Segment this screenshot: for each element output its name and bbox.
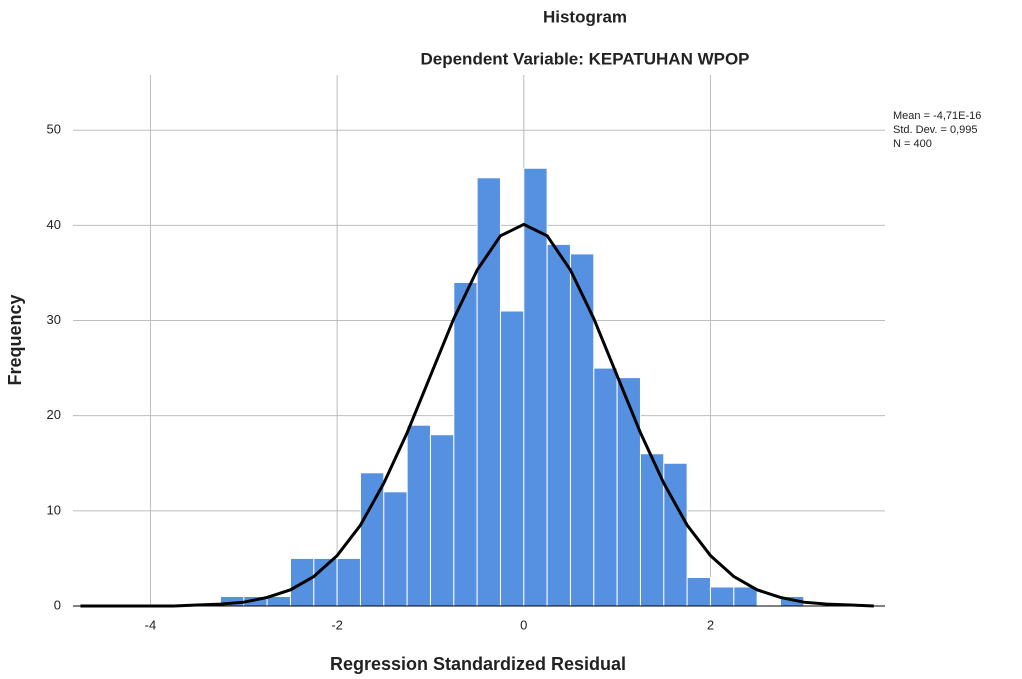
y-tick-label: 0 [54, 597, 61, 612]
chart-title: Histogram [543, 7, 627, 26]
y-tick-label: 50 [47, 122, 61, 137]
y-tick-label: 40 [47, 217, 61, 232]
bar [453, 281, 478, 607]
bar [733, 586, 758, 607]
y-axis-label: Frequency [5, 294, 25, 385]
y-tick-label: 10 [47, 502, 61, 517]
bar [709, 586, 735, 607]
bar [406, 424, 431, 607]
stats-text: N = 400 [893, 138, 932, 150]
bar [336, 557, 361, 607]
x-axis-label: Regression Standardized Residual [330, 654, 626, 674]
x-tick-label: -4 [145, 617, 157, 632]
bar [616, 377, 641, 607]
bar [686, 576, 711, 607]
x-tick-label: 2 [707, 617, 714, 632]
bar [429, 434, 455, 607]
bar [359, 472, 385, 607]
bar [499, 310, 525, 607]
y-tick-label: 30 [47, 312, 61, 327]
stats-text: Std. Dev. = 0,995 [893, 124, 978, 136]
bar [663, 462, 688, 607]
normal-curve [80, 222, 874, 608]
stats-text: Mean = -4,71E-16 [893, 110, 981, 122]
bar [593, 367, 618, 607]
bar [569, 253, 595, 607]
y-tick-label: 20 [47, 407, 61, 422]
bar [546, 243, 571, 607]
bar [383, 491, 408, 607]
bar [266, 595, 291, 607]
x-tick-label: 0 [520, 617, 527, 632]
chart-subtitle: Dependent Variable: KEPATUHAN WPOP [420, 49, 749, 68]
x-tick-label: -2 [331, 617, 343, 632]
